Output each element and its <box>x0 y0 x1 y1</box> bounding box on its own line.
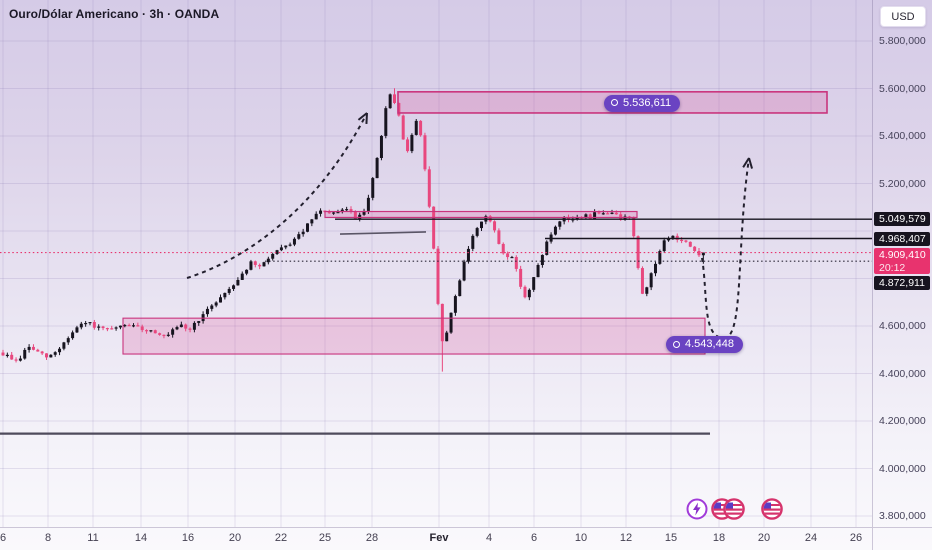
price-tick-label: 4.600,000 <box>879 320 926 332</box>
price-level-badge: 5.049,579 <box>874 212 930 227</box>
axis-corner <box>872 527 932 550</box>
price-tick-label: 4.200,000 <box>879 415 926 427</box>
time-axis-label: 26 <box>849 532 863 544</box>
price-level-badge: 4.909,410 20:12 <box>874 247 930 274</box>
ascending-trend-arrow[interactable] <box>186 112 368 279</box>
price-level-badge: 4.872,911 <box>874 275 930 290</box>
price-tick-label: 4.000,000 <box>879 462 926 475</box>
economic-event-flag-icon[interactable] <box>760 497 784 521</box>
time-axis-label: 16 <box>181 532 195 544</box>
time-axis-label: 20 <box>757 532 771 544</box>
time-axis-label: 6 <box>0 532 7 544</box>
time-axis-label: 15 <box>664 532 678 544</box>
time-axis-label: 10 <box>574 532 588 544</box>
demand-zone[interactable] <box>123 318 705 355</box>
price-level-badge: 4.968,407 <box>874 231 930 246</box>
time-axis-label: 12 <box>619 532 633 544</box>
supply-zone-price-label: 5.536,611 <box>623 96 672 109</box>
price-axis[interactable]: USD 5.800,000 5.600,000 5.400,000 5.200,000… <box>872 0 932 527</box>
time-axis-label: 25 <box>318 532 332 544</box>
price-tick-label: 3.800,000 <box>879 510 926 522</box>
time-axis-label: 4 <box>485 532 493 544</box>
time-axis-label: 28 <box>365 532 379 544</box>
supply-zone-price-pill[interactable]: 5.536,611 <box>604 94 681 112</box>
time-axis-label: Fev <box>429 532 449 544</box>
price-tick-label: 5.400,000 <box>879 130 926 142</box>
circle-marker-icon <box>673 340 680 348</box>
price-tick-label: 5.200,000 <box>879 177 926 190</box>
time-axis-label: 6 <box>530 532 538 544</box>
gridlines <box>0 0 872 527</box>
economic-event-flag-pair-icon[interactable] <box>711 497 747 521</box>
time-axis-label: 11 <box>87 532 99 544</box>
price-tick-label: 4.400,000 <box>879 367 926 380</box>
lightning-icon[interactable] <box>685 497 709 521</box>
time-axis-label: 20 <box>228 532 242 544</box>
demand-zone-price-pill[interactable]: 4.543,448 <box>666 336 743 354</box>
symbol-title[interactable]: Ouro/Dólar Americano · 3h · OANDA <box>9 7 220 21</box>
candles <box>1 88 705 372</box>
time-axis[interactable]: 6 8 11 14 16 20 22 25 28 Fev 4 6 10 12 15 18 20 24 26 <box>0 527 872 550</box>
price-tick-label: 5.800,000 <box>879 35 926 47</box>
price-tick-label: 5.600,000 <box>879 82 926 95</box>
time-axis-label: 22 <box>274 532 288 544</box>
price-chart-area[interactable]: Ouro/Dólar Americano · 3h · OANDA 5.536,… <box>0 0 872 527</box>
time-axis-label: 14 <box>134 532 148 544</box>
trend-segment-line[interactable] <box>339 231 427 235</box>
projected-v-recovery-arrow[interactable] <box>701 157 750 340</box>
time-axis-label: 8 <box>44 532 52 544</box>
demand-zone-price-label: 4.543,448 <box>685 338 734 351</box>
bar-countdown: 20:12 <box>879 261 906 274</box>
candlestick-canvas[interactable] <box>0 0 872 527</box>
time-axis-label: 18 <box>712 532 726 544</box>
currency-button[interactable]: USD <box>880 6 926 27</box>
circle-marker-icon <box>611 99 618 107</box>
time-axis-label: 24 <box>804 532 818 544</box>
range-band[interactable] <box>325 211 637 218</box>
